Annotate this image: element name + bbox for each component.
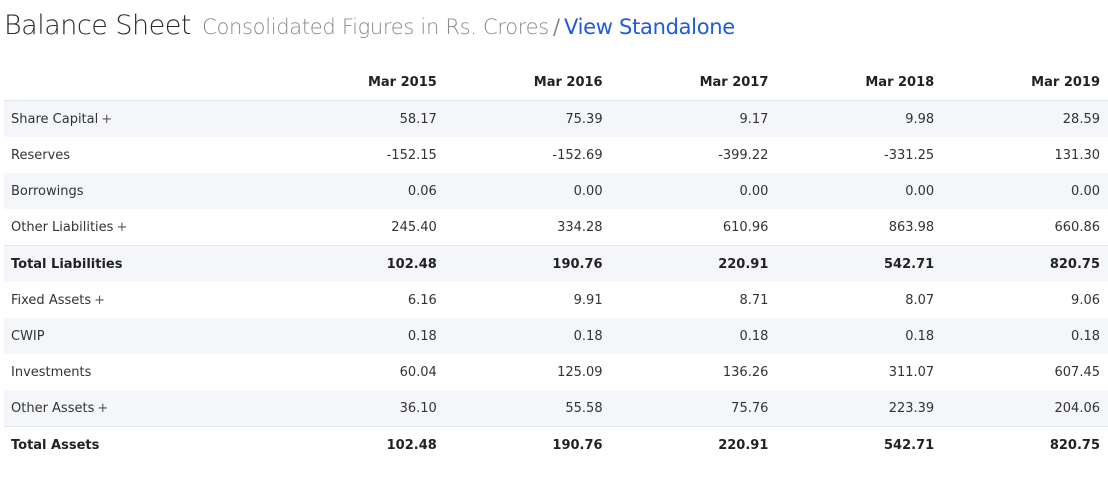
value-cell: -152.15: [386, 147, 437, 163]
value-cell: 9.06: [1071, 292, 1100, 308]
row-label-cell: Borrowings: [4, 173, 279, 209]
value-cell: 245.40: [391, 219, 437, 235]
table-header-row: Mar 2015 Mar 2016 Mar 2017 Mar 2018 Mar …: [4, 64, 1108, 101]
row-label-cell: Total Liabilities: [4, 245, 279, 282]
row-label[interactable]: Fixed Assets: [11, 292, 92, 308]
row-label-cell[interactable]: Share Capital +: [4, 101, 279, 138]
total-row: Total Assets 102.48 190.76 220.91 542.71 820.…: [4, 426, 1108, 463]
value-cell: 75.39: [565, 111, 603, 127]
section-subtitle: Consolidated Figures in Rs. Crores: [202, 15, 549, 39]
expand-plus-icon[interactable]: +: [101, 111, 113, 127]
column-header: Mar 2018: [776, 64, 943, 101]
value-cell: 863.98: [888, 219, 935, 235]
header-cell-label: [4, 64, 279, 101]
value-cell: 9.98: [905, 111, 935, 127]
row-label: Reserves: [11, 147, 71, 163]
table-row: Borrowings 0.06 0.00 0.00 0.00 0.00: [4, 173, 1108, 209]
table-row[interactable]: Fixed Assets +6.16 9.91 8.71 8.07 9.06: [4, 282, 1108, 318]
value-cell: -399.22: [718, 147, 769, 163]
row-label[interactable]: Other Liabilities: [11, 219, 114, 235]
row-label-cell[interactable]: Other Assets +: [4, 390, 279, 427]
section-heading: Balance Sheet Consolidated Figures in Rs…: [4, 10, 735, 41]
row-label-cell: Reserves: [4, 137, 279, 173]
value-cell: 9.91: [573, 292, 603, 308]
value-cell: 6.16: [407, 292, 437, 308]
row-label[interactable]: Share Capital: [11, 111, 99, 127]
value-cell: 311.07: [888, 364, 935, 380]
value-cell: 334.28: [557, 219, 603, 235]
value-cell: 820.75: [942, 426, 1108, 463]
table-row: Reserves -152.15 -152.69 -399.22 -331.25 131.…: [4, 137, 1108, 173]
value-cell: 610.96: [722, 219, 769, 235]
value-cell: 75.76: [731, 400, 769, 416]
value-cell: 190.76: [444, 426, 611, 463]
value-cell: 36.10: [399, 400, 437, 416]
value-cell: 220.91: [610, 245, 777, 282]
expand-plus-icon[interactable]: +: [116, 219, 128, 235]
table-row[interactable]: Other Assets +36.10 55.58 75.76 223.39 204.06: [4, 390, 1108, 427]
value-cell: 607.45: [1054, 364, 1101, 380]
value-cell: 9.17: [739, 111, 769, 127]
row-label: Borrowings: [11, 183, 84, 199]
value-cell: 660.86: [1054, 219, 1101, 235]
row-label-cell: Total Assets: [4, 426, 279, 463]
row-label-cell: Investments: [4, 354, 279, 390]
value-cell: 0.00: [1071, 183, 1100, 199]
value-cell: 542.71: [776, 245, 943, 282]
row-label-cell[interactable]: Other Liabilities +: [4, 209, 279, 246]
value-cell: 28.59: [1062, 111, 1100, 127]
heading-separator: /: [552, 15, 561, 39]
balance-sheet-table: Mar 2015 Mar 2016 Mar 2017 Mar 2018 Mar …: [4, 64, 1108, 463]
value-cell: 223.39: [888, 400, 935, 416]
value-cell: 102.48: [279, 245, 445, 282]
value-cell: 136.26: [722, 364, 769, 380]
row-label: CWIP: [11, 328, 45, 344]
table-row: Investments 60.04 125.09 136.26 311.07 607.45: [4, 354, 1108, 390]
value-cell: 8.71: [739, 292, 769, 308]
value-cell: 55.58: [565, 400, 603, 416]
value-cell: -331.25: [884, 147, 935, 163]
column-header: Mar 2016: [444, 64, 611, 101]
value-cell: 102.48: [279, 426, 445, 463]
expand-plus-icon[interactable]: +: [97, 400, 109, 416]
column-header: Mar 2015: [279, 64, 445, 101]
value-cell: 0.06: [407, 183, 437, 199]
row-label: Total Liabilities: [11, 256, 123, 272]
value-cell: 220.91: [610, 426, 777, 463]
value-cell: 60.04: [399, 364, 437, 380]
row-label-cell: CWIP: [4, 318, 279, 354]
row-label[interactable]: Other Assets: [11, 400, 95, 416]
value-cell: 131.30: [1054, 147, 1101, 163]
row-label: Total Assets: [11, 437, 100, 453]
value-cell: 542.71: [776, 426, 943, 463]
value-cell: 820.75: [942, 245, 1108, 282]
value-cell: 0.18: [407, 328, 437, 344]
value-cell: 0.00: [905, 183, 935, 199]
section-title: Balance Sheet: [4, 10, 191, 41]
table-row[interactable]: Other Liabilities +245.40 334.28 610.96 863.…: [4, 209, 1108, 246]
value-cell: 8.07: [905, 292, 935, 308]
value-cell: 0.00: [573, 183, 603, 199]
value-cell: 204.06: [1054, 400, 1101, 416]
column-header: Mar 2017: [610, 64, 777, 101]
value-cell: 125.09: [557, 364, 603, 380]
row-label-cell[interactable]: Fixed Assets +: [4, 282, 279, 318]
value-cell: 0.18: [905, 328, 935, 344]
value-cell: -152.69: [552, 147, 603, 163]
column-header: Mar 2019: [942, 64, 1108, 101]
value-cell: 0.00: [739, 183, 769, 199]
value-cell: 190.76: [444, 245, 611, 282]
value-cell: 0.18: [1071, 328, 1100, 344]
total-row: Total Liabilities 102.48 190.76 220.91 542.7…: [4, 245, 1108, 282]
value-cell: 0.18: [573, 328, 603, 344]
view-standalone-link[interactable]: View Standalone: [564, 15, 735, 39]
table-row: CWIP 0.18 0.18 0.18 0.18 0.18: [4, 318, 1108, 354]
value-cell: 58.17: [399, 111, 437, 127]
value-cell: 0.18: [739, 328, 769, 344]
row-label: Investments: [11, 364, 92, 380]
expand-plus-icon[interactable]: +: [94, 292, 106, 308]
table-row[interactable]: Share Capital +58.17 75.39 9.17 9.98 28.59: [4, 100, 1108, 138]
